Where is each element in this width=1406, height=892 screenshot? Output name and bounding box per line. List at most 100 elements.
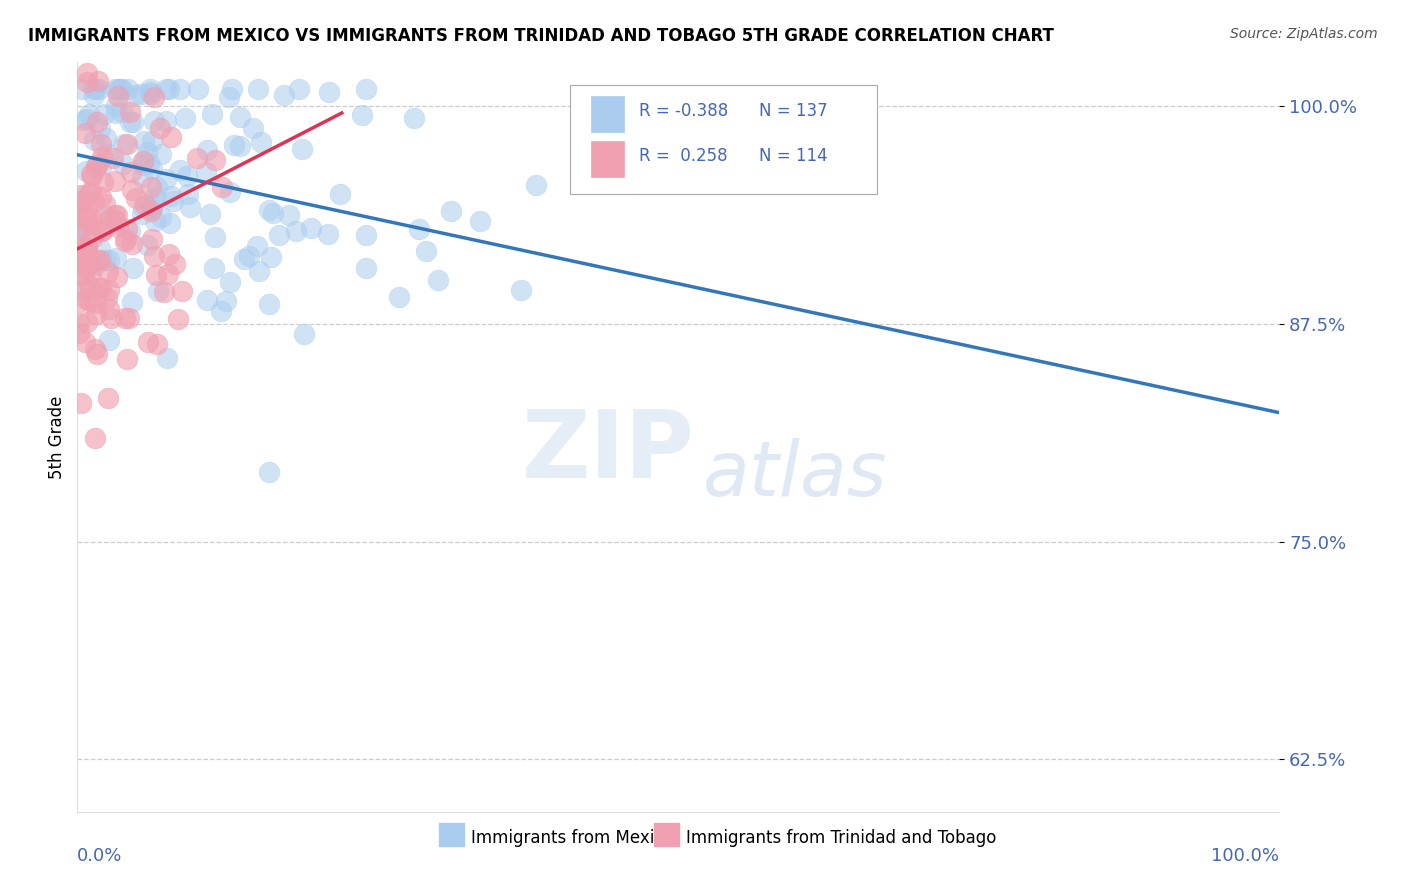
Point	[97, 333, 120, 347]
Point	[139, 81, 162, 95]
Point	[84, 160, 107, 174]
Text: atlas: atlas	[703, 438, 887, 511]
Point	[125, 191, 148, 205]
Point	[278, 209, 301, 223]
Point	[132, 158, 155, 172]
Point	[149, 146, 172, 161]
Point	[73, 112, 96, 127]
Point	[76, 241, 98, 255]
Point	[69, 258, 91, 272]
Point	[79, 218, 101, 232]
Point	[83, 88, 105, 103]
Point	[84, 295, 107, 310]
Point	[329, 186, 352, 201]
Point	[159, 216, 181, 230]
Point	[83, 133, 105, 147]
Point	[76, 112, 98, 126]
Point	[156, 351, 179, 365]
Point	[134, 198, 156, 212]
Text: 0.0%: 0.0%	[77, 847, 122, 865]
Point	[75, 285, 97, 299]
Point	[292, 327, 315, 342]
Point	[83, 81, 105, 95]
Point	[77, 107, 100, 121]
Point	[249, 135, 271, 149]
Point	[149, 120, 172, 135]
Text: Immigrants from Mexico: Immigrants from Mexico	[471, 829, 673, 847]
Point	[120, 165, 142, 179]
Point	[83, 342, 105, 356]
Point	[118, 105, 141, 120]
Point	[77, 257, 100, 271]
Point	[167, 311, 190, 326]
Point	[354, 261, 377, 276]
Point	[162, 194, 184, 208]
Point	[163, 257, 186, 271]
Point	[146, 179, 169, 194]
Point	[143, 114, 166, 128]
Point	[79, 258, 101, 272]
Point	[103, 151, 125, 165]
Point	[79, 278, 101, 293]
Point	[84, 431, 107, 445]
Point	[257, 466, 280, 480]
Point	[149, 210, 172, 224]
Point	[155, 114, 177, 128]
Point	[75, 255, 97, 269]
Point	[87, 281, 110, 295]
Point	[73, 219, 96, 234]
Point	[104, 173, 127, 187]
Point	[124, 87, 146, 102]
Point	[204, 229, 226, 244]
Point	[354, 81, 377, 95]
Point	[273, 87, 295, 102]
Point	[195, 293, 218, 307]
FancyBboxPatch shape	[591, 96, 624, 132]
Point	[122, 261, 145, 276]
Point	[70, 194, 93, 209]
Point	[89, 252, 111, 267]
Point	[247, 81, 270, 95]
Point	[70, 194, 93, 209]
Point	[176, 187, 198, 202]
Point	[131, 207, 153, 221]
Point	[201, 107, 224, 121]
Point	[176, 169, 198, 183]
Point	[262, 206, 284, 220]
Point	[76, 239, 98, 253]
Point	[86, 307, 108, 321]
Text: R =  0.258: R = 0.258	[638, 147, 727, 165]
Point	[67, 222, 90, 236]
Point	[318, 85, 340, 99]
Point	[97, 265, 120, 279]
Point	[80, 265, 103, 279]
Point	[76, 243, 98, 257]
Point	[104, 81, 127, 95]
Point	[107, 88, 129, 103]
Point	[146, 336, 169, 351]
Point	[70, 198, 93, 212]
Point	[79, 211, 101, 225]
Point	[242, 121, 264, 136]
Point	[155, 172, 177, 186]
Point	[219, 275, 242, 289]
Point	[96, 291, 118, 305]
FancyBboxPatch shape	[591, 141, 624, 178]
Point	[316, 227, 339, 241]
Point	[139, 180, 162, 194]
Point	[97, 147, 120, 161]
Point	[141, 204, 163, 219]
Point	[76, 202, 98, 217]
Point	[120, 225, 142, 239]
Point	[155, 81, 177, 95]
Text: N = 114: N = 114	[759, 147, 828, 165]
Point	[195, 165, 218, 179]
Point	[110, 81, 132, 95]
Point	[134, 154, 156, 169]
Point	[97, 252, 120, 267]
Point	[69, 224, 91, 238]
Point	[76, 315, 98, 329]
Point	[121, 294, 143, 309]
Point	[352, 108, 374, 122]
Point	[148, 284, 170, 298]
